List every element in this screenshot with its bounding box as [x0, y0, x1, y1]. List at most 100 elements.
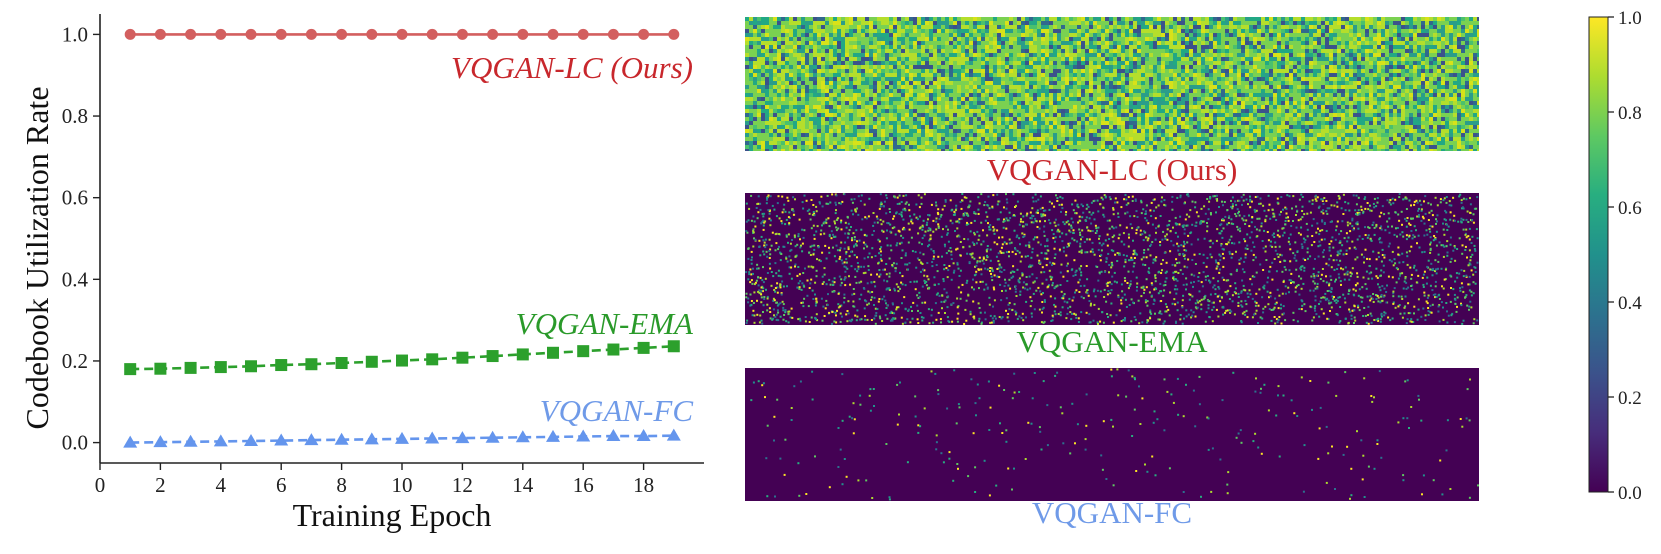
heatmap-cell [1429, 117, 1433, 121]
heatmap-cell [1445, 113, 1449, 117]
heatmap-cell [1265, 89, 1269, 93]
heatmap-cell [1273, 89, 1277, 93]
heatmap-cell [881, 89, 885, 93]
heatmap-cell [1081, 93, 1085, 97]
heatmap-cell [1141, 65, 1145, 69]
heatmap-cell [1093, 33, 1097, 37]
heatmap-cell [765, 25, 769, 29]
heatmap-cell [1297, 105, 1301, 109]
heatmap-cell [1025, 109, 1029, 113]
heatmap-cell [781, 93, 785, 97]
heatmap-cell [1453, 45, 1457, 49]
heatmap-cell [1253, 85, 1257, 89]
heatmap-cell [1385, 101, 1389, 105]
heatmap-cell [857, 85, 861, 89]
heatmap-cell [893, 57, 897, 61]
heatmap-cell [841, 121, 845, 125]
heatmap-cell [773, 25, 777, 29]
heatmap-cell [1237, 117, 1241, 121]
heatmap-cell [1289, 17, 1293, 21]
heatmap-cell [1241, 49, 1245, 53]
heatmap-cell [1125, 61, 1129, 65]
heatmap-cell [1325, 25, 1329, 29]
heatmap-cell [1305, 41, 1309, 45]
heatmap-cell [961, 53, 965, 57]
heatmap-cell [817, 73, 821, 77]
heatmap-cell [1409, 29, 1413, 33]
heatmap-cell [1273, 117, 1277, 121]
heatmap-cell [1213, 49, 1217, 53]
heatmap-cell [1001, 21, 1005, 25]
heatmap-cell [793, 93, 797, 97]
heatmap-cell [965, 121, 969, 125]
heatmap-cell [925, 109, 929, 113]
heatmap-cell [1029, 109, 1033, 113]
heatmap-cell [1253, 17, 1257, 21]
heatmap-cell [1001, 109, 1005, 113]
heatmap-cell [1397, 29, 1401, 33]
heatmap-cell [1013, 105, 1017, 109]
heatmap-cell [1137, 81, 1141, 85]
heatmap-cell [849, 101, 853, 105]
x-tick-label: 16 [573, 473, 594, 497]
heatmap-cell [1449, 109, 1453, 113]
heatmap-cell [1129, 25, 1133, 29]
heatmap-cell [1189, 61, 1193, 65]
heatmap-cell [1325, 61, 1329, 65]
heatmap-cell [961, 73, 965, 77]
heatmap-cell [1173, 49, 1177, 53]
heatmap-cell [1317, 41, 1321, 45]
heatmap-cell [1289, 53, 1293, 57]
heatmap-cell [1445, 97, 1449, 101]
heatmap-cell [761, 85, 765, 89]
heatmap-cell [869, 97, 873, 101]
heatmap-cell [1245, 49, 1249, 53]
heatmap-cell [1189, 85, 1193, 89]
heatmap-cell [781, 37, 785, 41]
heatmap-cell [885, 89, 889, 93]
heatmap-cell [953, 89, 957, 93]
heatmap-cell [1149, 29, 1153, 33]
heatmap-cell [1065, 53, 1069, 57]
heatmap-cell [761, 97, 765, 101]
heatmap-cell [793, 57, 797, 61]
heatmap-cell [1377, 37, 1381, 41]
heatmap-cell [1137, 37, 1141, 41]
heatmap-cell [1285, 33, 1289, 37]
heatmap-cell [1049, 105, 1053, 109]
heatmap-cell [797, 49, 801, 53]
heatmap-cell [845, 17, 849, 21]
heatmap-cell [1169, 33, 1173, 37]
heatmap-cell [897, 113, 901, 117]
heatmap-cell [1249, 93, 1253, 97]
heatmap-cell [893, 25, 897, 29]
heatmap-cell [1385, 53, 1389, 57]
heatmap-cell [953, 49, 957, 53]
heatmap-cell [1373, 65, 1377, 69]
heatmap-cell [809, 29, 813, 33]
heatmap-cell [1449, 97, 1453, 101]
heatmap-cell [1129, 61, 1133, 65]
heatmap-cell [1257, 57, 1261, 61]
heatmap-cell [1249, 69, 1253, 73]
heatmap-cell [1117, 85, 1121, 89]
heatmap-cell [1293, 105, 1297, 109]
heatmap-cell [1077, 97, 1081, 101]
heatmap-cell [1021, 49, 1025, 53]
heatmap-cell [1201, 49, 1205, 53]
heatmap-cell [1205, 25, 1209, 29]
heatmap-cell [889, 49, 893, 53]
heatmap-cell [989, 41, 993, 45]
heatmap-cell [1461, 57, 1465, 61]
heatmap-cell [1081, 33, 1085, 37]
heatmap-cell [1233, 17, 1237, 21]
heatmap-cell [1169, 49, 1173, 53]
heatmap-cell [761, 101, 765, 105]
heatmap-cell [1005, 117, 1009, 121]
heatmap-cell [1173, 57, 1177, 61]
heatmap-cell [933, 117, 937, 121]
heatmap-cell [1293, 89, 1297, 93]
heatmap-cell [1245, 105, 1249, 109]
heatmap-cell [1077, 105, 1081, 109]
heatmap-cell [1361, 101, 1365, 105]
